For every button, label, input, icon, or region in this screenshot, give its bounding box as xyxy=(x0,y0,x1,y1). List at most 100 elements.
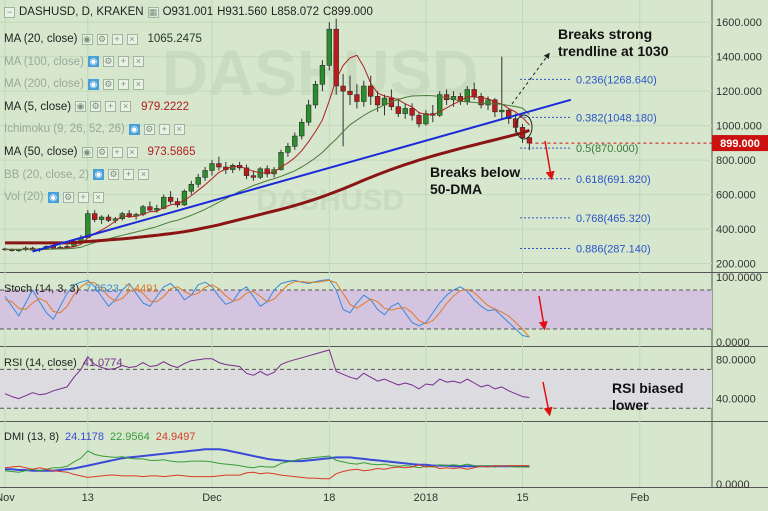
annotation-rsi-bias: RSI biased xyxy=(612,380,684,396)
close-icon[interactable]: × xyxy=(138,169,150,181)
dmi-tick-label: 0.0000 xyxy=(716,479,750,491)
indicator-row[interactable]: MA (50, close) ◉ ⚙ + × 973.5865 xyxy=(4,146,195,158)
indicator-row[interactable]: MA (200, close) ◉ ⚙ + × xyxy=(4,78,144,90)
dmi-label: DMI (13, 8) 24.1178 22.9564 24.9497 xyxy=(4,431,196,443)
add-icon[interactable]: + xyxy=(105,101,117,113)
visibility-icon[interactable]: ◉ xyxy=(47,191,59,203)
add-icon[interactable]: + xyxy=(158,123,170,135)
close-icon[interactable]: × xyxy=(120,101,132,113)
annotation-50dma-break: Breaks below xyxy=(430,164,520,180)
price-axis xyxy=(712,0,768,487)
candle-down xyxy=(347,90,353,95)
candle-down xyxy=(478,96,484,106)
rsi-tick-label: 40.0000 xyxy=(716,394,756,406)
time-tick-label: Dec xyxy=(202,492,222,504)
candle-down xyxy=(354,94,360,102)
watermark-small: DASHUSD xyxy=(256,184,404,217)
visibility-icon[interactable]: ◉ xyxy=(87,56,99,68)
indicator-row[interactable]: Vol (20) ◉ ⚙ + × xyxy=(4,191,104,203)
close-icon[interactable]: × xyxy=(132,56,144,68)
stoch-tick-label: 100.0000 xyxy=(716,272,762,284)
visibility-icon[interactable]: ◉ xyxy=(75,101,87,113)
candle-up xyxy=(437,94,443,116)
annotation-trendline-break: trendline at 1030 xyxy=(558,43,669,59)
indicator-row[interactable]: MA (20, close) ◉ ⚙ + × 1065.2475 xyxy=(4,33,202,45)
rsi-band xyxy=(0,369,712,409)
settings-icon[interactable]: ⚙ xyxy=(102,78,114,90)
add-icon[interactable]: + xyxy=(111,146,123,158)
indicator-label: MA (50, close) xyxy=(4,146,78,158)
price-tick-label: 200.000 xyxy=(716,259,756,271)
settings-icon[interactable]: ▦ xyxy=(147,6,159,18)
visibility-icon[interactable]: ◉ xyxy=(87,78,99,90)
price-tick-label: 1000.000 xyxy=(716,121,762,133)
visibility-icon[interactable]: ◉ xyxy=(93,169,105,181)
indicator-row[interactable]: Ichimoku (9, 26, 52, 26) ◉ ⚙ + × xyxy=(4,123,185,135)
trendline xyxy=(32,98,572,253)
time-tick-label: Feb xyxy=(630,492,649,504)
time-tick-label: Nov xyxy=(0,492,15,504)
visibility-icon[interactable]: ◉ xyxy=(81,33,93,45)
close-icon[interactable]: × xyxy=(126,33,138,45)
collapse-icon[interactable]: − xyxy=(4,6,15,18)
add-icon[interactable]: + xyxy=(117,78,129,90)
candle-down xyxy=(126,213,132,217)
close-icon[interactable]: × xyxy=(132,78,144,90)
stoch-down-arrow xyxy=(538,295,548,331)
add-icon[interactable]: + xyxy=(77,191,89,203)
settings-icon[interactable]: ⚙ xyxy=(62,191,74,203)
break-circle xyxy=(515,114,533,140)
visibility-icon[interactable]: ◉ xyxy=(81,146,93,158)
close-icon[interactable]: × xyxy=(173,123,185,135)
settings-icon[interactable]: ⚙ xyxy=(96,33,108,45)
visibility-icon[interactable]: ◉ xyxy=(128,123,140,135)
stoch-band xyxy=(0,290,712,329)
indicator-value: 1065.2475 xyxy=(147,33,202,45)
rsi-line xyxy=(4,349,530,400)
annotation-50dma-break: 50-DMA xyxy=(430,181,482,197)
candle-up xyxy=(361,85,367,102)
indicator-label: Vol (20) xyxy=(4,191,44,204)
candle-down xyxy=(409,108,415,116)
price-tick-label: 1600.000 xyxy=(716,17,762,29)
candle-up xyxy=(195,177,201,185)
close-icon[interactable]: × xyxy=(92,191,104,203)
candle-up xyxy=(305,104,312,123)
settings-icon[interactable]: ⚙ xyxy=(90,101,102,113)
dmi-adx-line xyxy=(5,448,530,472)
indicator-row[interactable]: BB (20, close, 2) ◉ ⚙ + × xyxy=(4,169,150,181)
annotation-trendline-break: Breaks strong xyxy=(558,26,652,42)
time-tick-label: 13 xyxy=(82,492,94,504)
time-tick-label: 2018 xyxy=(414,492,438,504)
time-tick-label: 18 xyxy=(323,492,335,504)
close-icon[interactable]: × xyxy=(126,146,138,158)
stoch-label: Stoch (14, 3, 3) 7.6523 7.4491 xyxy=(4,283,159,295)
settings-icon[interactable]: ⚙ xyxy=(102,56,114,68)
settings-icon[interactable]: ⚙ xyxy=(108,169,120,181)
candle-down xyxy=(105,216,112,221)
candle-down xyxy=(416,115,422,125)
ohlc-open: O931.001 xyxy=(162,6,214,18)
fib-level-label: 0.5(870.000) xyxy=(576,143,638,155)
settings-icon[interactable]: ⚙ xyxy=(143,123,155,135)
add-icon[interactable]: + xyxy=(111,33,123,45)
current-price-label: 899.000 xyxy=(720,138,760,150)
candle-up xyxy=(292,135,298,147)
indicator-label: Ichimoku (9, 26, 52, 26) xyxy=(4,123,125,136)
add-icon[interactable]: + xyxy=(123,169,135,181)
indicator-label: MA (100, close) xyxy=(4,55,84,68)
rsi-down-arrow xyxy=(542,381,553,417)
candle-up xyxy=(209,163,215,171)
price-tick-label: 800.000 xyxy=(716,155,756,167)
fib-level-label: 0.236(1268.640) xyxy=(576,74,657,86)
ma-line xyxy=(5,95,530,250)
indicator-row[interactable]: MA (5, close) ◉ ⚙ + × 979.2222 xyxy=(4,101,189,113)
candle-down xyxy=(506,109,512,120)
settings-icon[interactable]: ⚙ xyxy=(96,146,108,158)
add-icon[interactable]: + xyxy=(117,56,129,68)
candle-down xyxy=(250,175,257,178)
candle-up xyxy=(85,213,91,238)
candle-up xyxy=(326,28,332,66)
indicator-row[interactable]: MA (100, close) ◉ ⚙ + × xyxy=(4,56,144,68)
